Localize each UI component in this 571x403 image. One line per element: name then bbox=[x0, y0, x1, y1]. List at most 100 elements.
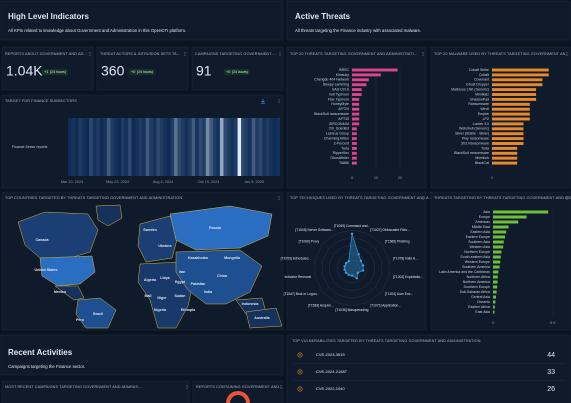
heat-cell bbox=[202, 118, 206, 176]
bar-label: BlackSuit ransomware bbox=[314, 112, 349, 116]
bar-label: ZIRCONIUM bbox=[329, 122, 349, 126]
bar bbox=[493, 290, 497, 294]
donut bbox=[226, 391, 250, 403]
x-tick-label: 0 bbox=[351, 176, 353, 180]
country-label: Pakistan bbox=[191, 282, 206, 286]
menu-dot bbox=[278, 197, 280, 199]
heat-cell bbox=[216, 118, 221, 176]
bar bbox=[352, 161, 357, 165]
bar bbox=[492, 93, 537, 96]
bar-label: Europe bbox=[479, 215, 490, 219]
menu-dot bbox=[566, 54, 568, 56]
bar-label: Southern Asia bbox=[468, 240, 490, 244]
heat-cell bbox=[152, 118, 157, 176]
menu-dot bbox=[279, 53, 281, 55]
menu-dot bbox=[279, 52, 281, 54]
heat-cell bbox=[248, 118, 252, 176]
heat-cell bbox=[212, 118, 217, 176]
bar bbox=[352, 78, 369, 82]
bar bbox=[352, 156, 357, 160]
bar-label: Northern America bbox=[463, 280, 490, 284]
kpi-title: THREAT ACTORS & INTRUSION SETS TA... bbox=[100, 52, 180, 56]
vuln-icon-dot bbox=[299, 354, 301, 356]
bar-label: Northern Europe bbox=[464, 250, 490, 254]
radar-label: [T1059] Command and... bbox=[334, 224, 371, 228]
heat-cell bbox=[223, 118, 228, 176]
land bbox=[245, 307, 283, 329]
panel-title: TOP 20 MALWARE USED BY THREATS TARGETING… bbox=[434, 52, 569, 56]
radar-point bbox=[344, 271, 348, 274]
vuln-icon bbox=[297, 352, 303, 358]
menu-dot bbox=[279, 54, 281, 56]
radar-label: [T1547] Boot or Logon... bbox=[284, 292, 320, 296]
bar bbox=[352, 112, 360, 116]
world-map bbox=[17, 204, 283, 329]
menu-dot bbox=[422, 52, 424, 54]
menu-dot bbox=[422, 198, 424, 200]
heat-cell bbox=[272, 118, 277, 176]
radar-label: [T1036] Masquerading bbox=[336, 308, 369, 312]
bar-label: Americas bbox=[475, 220, 490, 224]
bar bbox=[492, 146, 518, 150]
bar-label: South-eastern Asia bbox=[460, 255, 490, 259]
menu-dot bbox=[566, 198, 568, 200]
heat-cell bbox=[170, 118, 175, 176]
bar bbox=[492, 151, 518, 155]
bar bbox=[352, 102, 360, 106]
bar bbox=[492, 142, 524, 145]
bar-label: BRSC bbox=[339, 68, 349, 72]
heat-cell bbox=[166, 118, 171, 176]
bar bbox=[493, 240, 504, 244]
panel bbox=[430, 46, 571, 189]
bar bbox=[493, 215, 527, 219]
donut-arc bbox=[226, 391, 250, 403]
heat-cell bbox=[82, 118, 86, 176]
heat-cell bbox=[181, 118, 185, 176]
radar-point bbox=[359, 259, 363, 263]
bar bbox=[493, 230, 507, 234]
bar-label: Eastern Europe bbox=[466, 235, 490, 239]
country-label: Mali bbox=[145, 294, 152, 298]
bar bbox=[492, 112, 530, 116]
bar-label: Asia bbox=[483, 210, 490, 214]
radar-point bbox=[343, 265, 346, 268]
bar bbox=[352, 122, 360, 126]
heat-cell bbox=[230, 118, 235, 176]
bar bbox=[352, 117, 360, 121]
kpi-card bbox=[96, 46, 189, 91]
bar-label: Ransomware bbox=[468, 102, 489, 106]
bar bbox=[493, 310, 495, 314]
kpi-badge bbox=[224, 69, 250, 75]
bar-label: Cobalt Strike bbox=[469, 68, 489, 72]
heat-cell bbox=[205, 118, 210, 176]
bar bbox=[492, 88, 537, 92]
bar-label: Cobalt bbox=[479, 73, 489, 77]
bar bbox=[493, 305, 495, 309]
heat-cell bbox=[174, 118, 178, 176]
heat-cell bbox=[237, 118, 242, 176]
vuln-count: 26 bbox=[547, 386, 555, 393]
heat-cell bbox=[265, 118, 270, 176]
country-label: Egypt bbox=[175, 280, 186, 284]
bar bbox=[493, 225, 509, 229]
bar-label: Sliver (Stable - Sliver) bbox=[455, 132, 489, 136]
bar-label: 3XZ Ransomware bbox=[461, 141, 489, 145]
radar-label: [T1090] Proxy bbox=[299, 240, 320, 244]
kpi-card bbox=[1, 46, 94, 91]
heat-cell bbox=[269, 118, 274, 176]
bar bbox=[352, 146, 357, 150]
radar-label: Indicator Removal bbox=[284, 275, 311, 279]
bar-label: Cl0_Scientist bbox=[329, 127, 349, 131]
heat-cell bbox=[113, 118, 118, 176]
country-label: Canada bbox=[36, 238, 50, 242]
panel-title: TOP COUNTRIES TARGETED BY THREATS TARGET… bbox=[5, 196, 182, 200]
bar bbox=[352, 93, 362, 96]
menu-dot bbox=[89, 54, 91, 56]
bar-label: Ghost Dropper bbox=[466, 83, 490, 87]
radar-point bbox=[350, 274, 354, 277]
heat-cell bbox=[106, 118, 111, 176]
section-title: High Level Indicators bbox=[8, 12, 89, 21]
country-label: Ukraine bbox=[158, 244, 171, 248]
heat-cell bbox=[198, 118, 203, 176]
land bbox=[175, 249, 263, 305]
